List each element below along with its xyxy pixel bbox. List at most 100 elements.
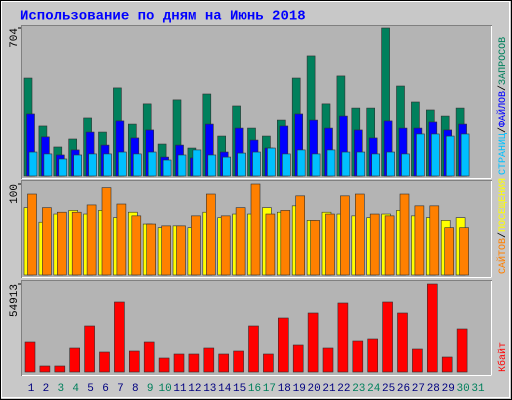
bar xyxy=(367,338,379,373)
bar xyxy=(386,151,395,177)
bar xyxy=(445,135,455,177)
bar xyxy=(86,204,97,276)
bar xyxy=(248,325,259,373)
bar xyxy=(295,195,306,276)
bar xyxy=(146,223,156,276)
x-tick-label: 11 xyxy=(173,383,187,395)
bar xyxy=(84,325,95,373)
bar xyxy=(337,302,349,373)
x-tick-label: 12 xyxy=(188,383,201,395)
bar xyxy=(325,213,335,276)
x-tick-label: 13 xyxy=(203,383,216,395)
bar xyxy=(382,301,393,373)
bar xyxy=(177,154,187,177)
bar xyxy=(188,353,200,373)
x-tick-label: 16 xyxy=(248,383,261,395)
x-tick-label: 3 xyxy=(57,383,64,395)
bar xyxy=(56,211,67,276)
bar xyxy=(340,195,350,276)
bar xyxy=(352,340,364,373)
legend-entry: СТРАНИЦ xyxy=(498,133,509,175)
x-tick-label: 27 xyxy=(412,383,425,395)
bar xyxy=(444,227,455,276)
bar xyxy=(456,328,468,373)
bar xyxy=(88,153,97,177)
legend-entry: Кбайт xyxy=(496,342,509,372)
legend: СТРАНИЦ/ФАЙЛОВ/ЗАПРОСОВ xyxy=(495,37,509,175)
bar xyxy=(277,317,289,373)
legend-separator: / xyxy=(497,127,509,133)
x-tick-label: 17 xyxy=(263,383,276,395)
bar xyxy=(191,215,201,276)
bar xyxy=(131,215,142,276)
x-tick-label: 24 xyxy=(367,383,381,395)
bar xyxy=(69,347,80,373)
bar xyxy=(176,225,186,276)
bar xyxy=(192,149,202,177)
bar xyxy=(129,350,140,373)
bar xyxy=(354,193,365,276)
bar xyxy=(263,353,274,373)
x-tick-label: 29 xyxy=(442,383,455,395)
legend-entry: ПОСЕЩЕНИЯ xyxy=(498,178,509,232)
x-tick-label: 23 xyxy=(352,383,365,395)
bar xyxy=(103,153,112,177)
bar xyxy=(116,203,127,276)
y-tick-label: 100 xyxy=(9,184,21,204)
bar xyxy=(322,347,334,373)
x-tick-label: 5 xyxy=(87,383,94,395)
bar xyxy=(173,353,185,373)
bar xyxy=(326,149,336,177)
y-tick-label: 54913 xyxy=(9,284,21,317)
bar xyxy=(235,207,246,276)
bar xyxy=(281,153,291,177)
bar xyxy=(252,151,261,177)
bar xyxy=(158,357,170,373)
bar xyxy=(412,348,423,373)
bar xyxy=(416,133,425,177)
bar xyxy=(341,151,351,177)
bar xyxy=(161,225,171,276)
x-tick-label: 15 xyxy=(233,383,246,395)
legend-separator: / xyxy=(497,85,509,91)
bar xyxy=(71,211,82,276)
bar xyxy=(250,183,261,276)
x-tick-label: 28 xyxy=(427,383,440,395)
bar xyxy=(203,347,215,373)
bar xyxy=(296,149,306,177)
bar xyxy=(399,193,410,276)
bar xyxy=(143,341,155,373)
bar xyxy=(401,153,410,177)
bar xyxy=(430,133,440,177)
legend: Кбайт xyxy=(496,342,509,372)
legend-entry: ЗАПРОСОВ xyxy=(498,37,509,85)
bar xyxy=(265,213,276,276)
bar xyxy=(460,133,470,177)
y-tick-label: 704 xyxy=(9,28,21,48)
x-tick-label: 10 xyxy=(158,383,171,395)
x-tick-label: 2 xyxy=(43,383,50,395)
legend: САЙТОВ/ПОСЕЩЕНИЯ xyxy=(495,178,509,274)
bar xyxy=(369,213,380,276)
x-tick-label: 31 xyxy=(471,383,485,395)
bar xyxy=(426,283,438,373)
bar xyxy=(267,147,276,177)
bar xyxy=(207,154,217,177)
bar xyxy=(28,151,38,177)
bar xyxy=(441,356,453,373)
chart-title: Использование по дням на Июнь 2018 xyxy=(20,9,306,25)
x-tick-label: 7 xyxy=(117,383,124,395)
bar xyxy=(99,351,110,373)
x-tick-label: 19 xyxy=(293,383,306,395)
bar xyxy=(39,365,51,373)
x-tick-label: 25 xyxy=(382,383,395,395)
bar xyxy=(311,153,321,177)
bar xyxy=(42,207,52,276)
bar xyxy=(459,227,469,276)
x-tick-label: 8 xyxy=(132,383,139,395)
bar xyxy=(54,365,66,373)
bar xyxy=(101,187,112,276)
legend-entry: ФАЙЛОВ xyxy=(495,91,509,127)
